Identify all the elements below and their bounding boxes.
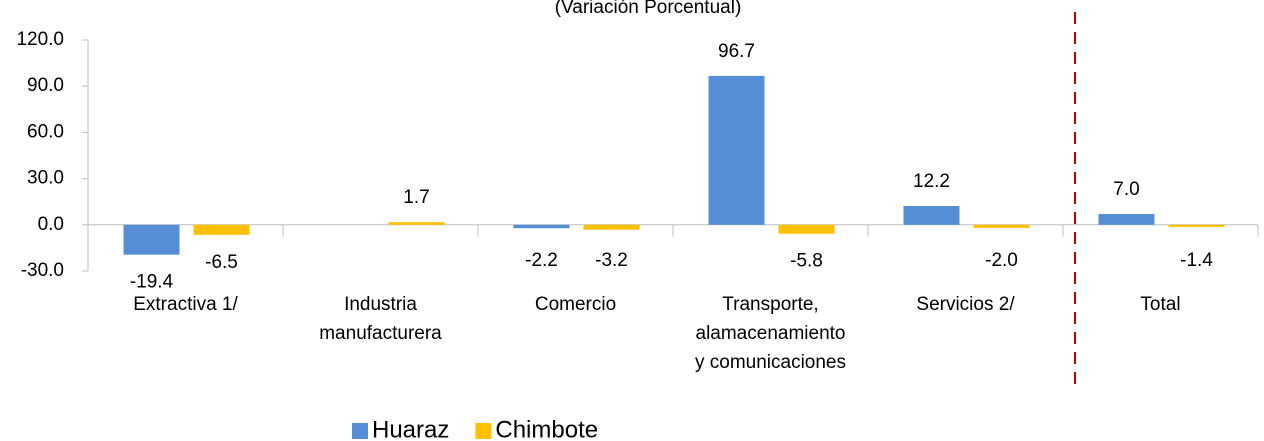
data-label: -5.8 [790, 251, 823, 272]
bar [583, 224, 640, 230]
x-tick-label: Comercio [534, 294, 617, 315]
x-tick-label: Extractiva 1/ [133, 294, 238, 315]
x-tick-label: Industria manufacturera [319, 294, 442, 344]
legend-swatch [475, 423, 492, 439]
bar [973, 224, 1030, 228]
data-label: 96.7 [718, 41, 755, 62]
y-tick-label: -30.0 [21, 260, 64, 281]
x-tick-label: Transporte, alamacenamiento y comunicaci… [694, 294, 847, 373]
y-tick-label: 60.0 [27, 121, 64, 142]
data-label: 1.7 [403, 187, 429, 208]
bar [123, 224, 180, 255]
data-label: -2.0 [985, 250, 1018, 271]
bar [388, 222, 445, 225]
y-tick-label: 30.0 [27, 168, 64, 189]
data-label: 7.0 [1113, 179, 1139, 200]
y-tick-label: 0.0 [38, 214, 64, 235]
data-label: -3.2 [595, 250, 628, 271]
legend-label: Huaraz [372, 416, 449, 441]
data-label: -1.4 [1180, 250, 1213, 271]
bar [1168, 224, 1225, 227]
bar [708, 75, 765, 225]
x-tick-label: Servicios 2/ [916, 294, 1015, 315]
bar [903, 206, 960, 225]
y-tick-label: 90.0 [27, 75, 64, 96]
y-tick-label: 120.0 [16, 29, 64, 50]
legend-label: Chimbote [495, 416, 598, 441]
bar [1098, 214, 1155, 225]
bar [513, 224, 570, 229]
legend-swatch [352, 423, 368, 439]
data-label: 12.2 [913, 171, 950, 192]
data-label: -6.5 [205, 252, 238, 273]
data-label: -19.4 [130, 272, 174, 293]
data-label: -2.2 [525, 250, 558, 271]
x-tick-label: Total [1140, 294, 1181, 315]
bar [778, 224, 835, 234]
bar [193, 224, 250, 235]
chart-title: (Variación Porcentual) [555, 0, 742, 18]
